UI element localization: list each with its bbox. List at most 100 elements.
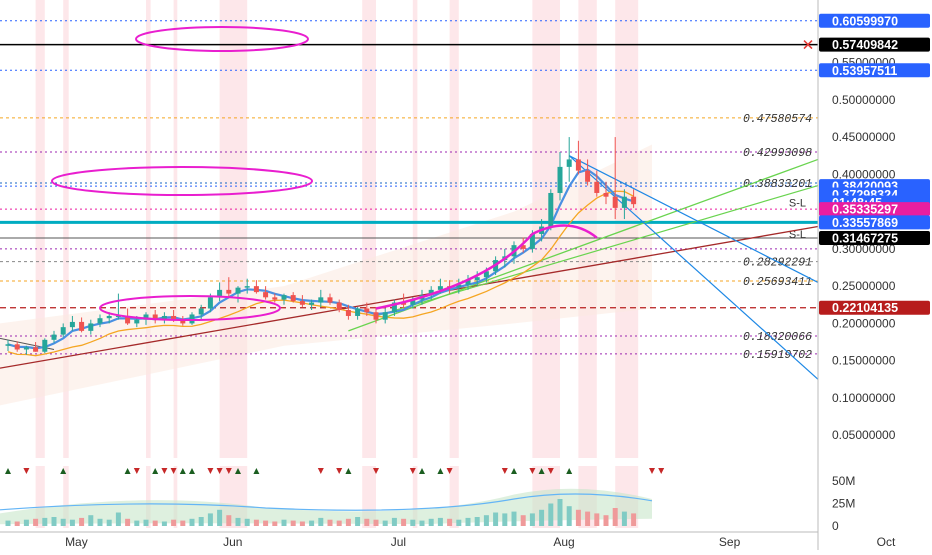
volume-bar <box>299 521 305 526</box>
volume-bar <box>263 520 269 526</box>
price-badge[interactable] <box>819 13 930 28</box>
candle-body <box>585 170 591 182</box>
volume-bar <box>14 521 20 526</box>
candle-body <box>14 344 20 350</box>
candle-body <box>23 347 29 350</box>
candle-body <box>382 312 388 320</box>
candle-body <box>465 280 471 285</box>
volume-bar <box>217 509 223 526</box>
candle-body <box>161 315 167 320</box>
signal-down-marker <box>658 468 665 474</box>
candle-body <box>566 159 572 167</box>
price-tick-label: 0.15000000 <box>832 354 896 368</box>
volume-bar <box>33 518 39 526</box>
signal-down-marker <box>649 468 655 474</box>
level-label: 0.18320066 <box>743 331 812 344</box>
candle-body <box>97 318 103 324</box>
volume-bar <box>5 520 11 526</box>
volume-bar <box>253 519 259 526</box>
price-badge[interactable] <box>819 230 930 245</box>
time-tick-label: Sep <box>719 535 741 549</box>
candle-body <box>391 302 397 313</box>
signal-down-marker <box>336 468 343 474</box>
price-tick-label: 0.30000000 <box>832 242 896 256</box>
volume-bar <box>281 519 287 526</box>
price-badge[interactable] <box>819 300 930 315</box>
signal-down-marker <box>446 468 453 474</box>
candle-body <box>355 308 361 316</box>
candle-body <box>79 321 85 331</box>
plot-background[interactable] <box>0 0 818 458</box>
annotation-ellipse <box>135 26 309 52</box>
volume-bar <box>364 518 370 526</box>
price-badge[interactable] <box>819 215 930 230</box>
candle-body <box>373 312 379 320</box>
candle-body <box>474 277 480 281</box>
price-tick-label: 0.50000000 <box>832 93 896 107</box>
price-tick-label: 0.40000000 <box>832 167 896 181</box>
candle-body <box>318 297 324 303</box>
volume-bar <box>189 518 195 526</box>
level-label: 0.15919702 <box>743 349 812 362</box>
signal-down-marker <box>207 468 214 474</box>
price-badge-label: 0.60599970 <box>832 14 898 28</box>
volume-bar <box>382 520 388 526</box>
volume-tick-label: 25M <box>832 497 855 511</box>
volume-bar <box>272 521 278 526</box>
trend-line <box>348 158 819 332</box>
price-tick-label: 0.25000000 <box>832 279 896 293</box>
signal-up-marker <box>60 468 67 474</box>
candle-body <box>263 292 269 298</box>
signal-down-marker <box>161 468 168 474</box>
highlight-band <box>63 0 69 458</box>
volume-bar <box>401 518 407 526</box>
candle-body <box>309 302 315 305</box>
signal-down-marker <box>170 468 177 474</box>
time-tick-label: Oct <box>877 535 896 549</box>
volume-bar <box>483 515 489 526</box>
volume-average <box>0 493 653 511</box>
volume-cloud <box>0 488 652 525</box>
highlight-band <box>35 466 45 528</box>
candle-body <box>603 192 609 197</box>
candle-body <box>60 327 66 335</box>
candle-body <box>483 271 489 278</box>
signal-up-marker <box>345 468 352 474</box>
alert-marker <box>803 40 813 50</box>
signal-up-marker <box>419 468 425 474</box>
volume-bar <box>391 517 397 526</box>
volume-bar <box>226 515 232 526</box>
price-badge[interactable] <box>819 63 930 78</box>
annotation-ellipse <box>51 166 313 196</box>
volume-bar <box>318 517 324 526</box>
volume-bar <box>529 513 535 526</box>
price-badge[interactable] <box>819 37 930 52</box>
candle-body <box>557 166 563 193</box>
time-tick-label: Jun <box>223 535 242 549</box>
volume-bar <box>152 520 158 526</box>
candle-body <box>575 159 581 171</box>
price-badge-label: 0.22104135 <box>832 301 898 315</box>
signal-up-marker <box>538 468 545 474</box>
highlight-band <box>173 466 178 528</box>
price-badge[interactable] <box>819 202 930 217</box>
highlight-band <box>173 0 178 458</box>
candle-body <box>594 181 600 193</box>
volume-bar <box>594 513 600 526</box>
signal-up-marker <box>511 468 517 474</box>
volume-bar <box>235 517 241 526</box>
volume-bar <box>474 517 480 526</box>
signal-down-marker <box>373 468 379 474</box>
volume-tick-label: 50M <box>832 474 855 488</box>
volume-bar <box>207 513 213 526</box>
candle-body <box>456 284 462 288</box>
signal-up-marker <box>235 468 241 474</box>
highlight-band <box>449 0 459 458</box>
candle-body <box>272 297 278 300</box>
signal-up-marker <box>253 468 260 474</box>
price-tick-label: 0.20000000 <box>832 316 896 330</box>
price-axis[interactable] <box>818 0 932 550</box>
price-badge-label: 0.31467275 <box>832 231 898 245</box>
